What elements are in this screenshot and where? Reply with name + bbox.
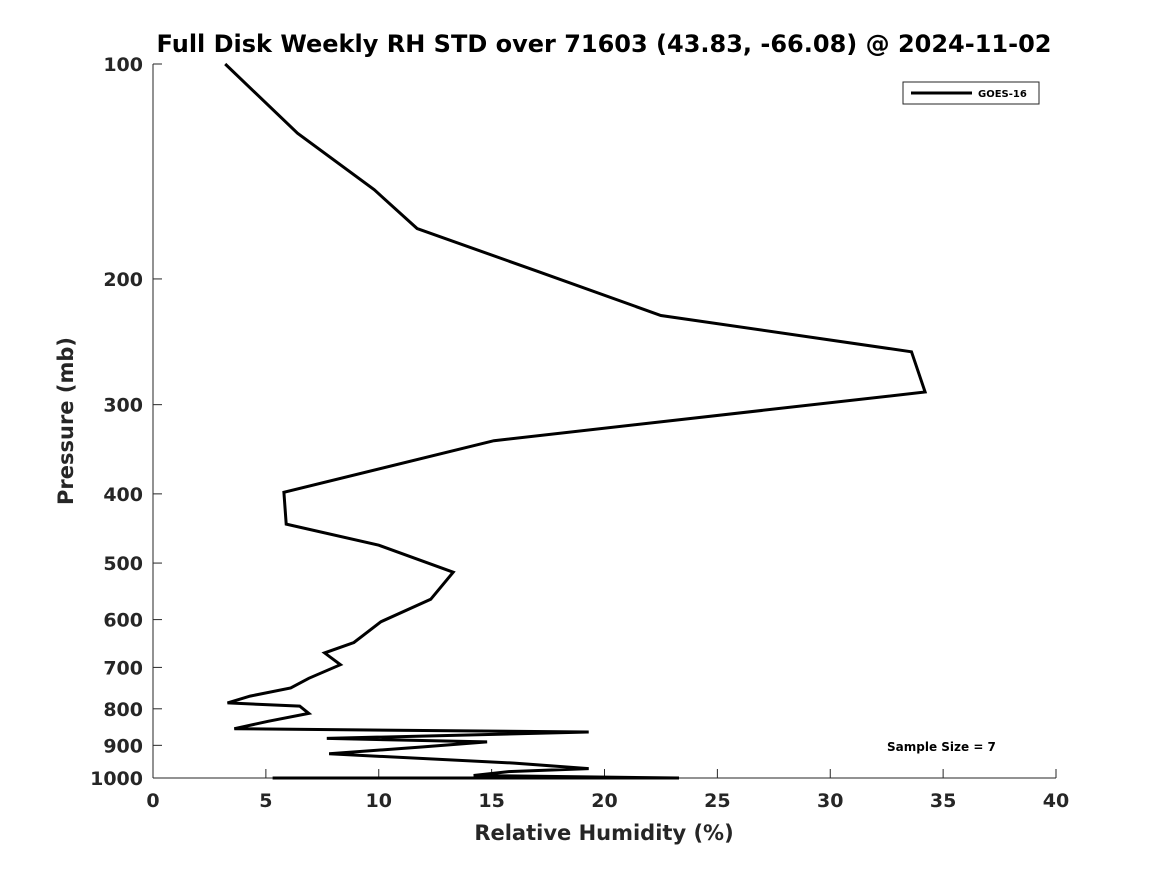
y-tick-label: 600 <box>103 610 143 632</box>
y-tick-label: 300 <box>103 395 143 417</box>
y-tick-label: 900 <box>103 735 143 757</box>
y-tick-label: 1000 <box>90 768 143 790</box>
y-tick-label: 400 <box>103 484 143 506</box>
y-tick-label: 800 <box>103 699 143 721</box>
x-tick-label: 15 <box>478 790 504 812</box>
x-tick-label: 40 <box>1043 790 1069 812</box>
y-tick-label: 200 <box>103 269 143 291</box>
sample-size-annotation: Sample Size = 7 <box>887 740 996 754</box>
series-layer <box>224 62 928 780</box>
y-axis-label: Pressure (mb) <box>54 337 78 505</box>
x-tick-label: 10 <box>366 790 392 812</box>
y-tick-label: 100 <box>103 54 143 76</box>
x-tick-label: 20 <box>591 790 617 812</box>
x-tick-label: 25 <box>704 790 730 812</box>
y-ticks: 100 200 300 400 500 600 700 800 900 1000 <box>90 54 162 790</box>
x-axis-label: Relative Humidity (%) <box>474 821 733 845</box>
legend: GOES-16 <box>902 81 1040 105</box>
x-tick-label: 30 <box>817 790 843 812</box>
x-ticks: 0 5 10 15 20 25 30 35 40 <box>146 769 1069 812</box>
y-tick-label: 500 <box>103 553 143 575</box>
legend-label: GOES-16 <box>978 89 1027 100</box>
x-tick-label: 35 <box>930 790 956 812</box>
chart-title: Full Disk Weekly RH STD over 71603 (43.8… <box>157 30 1052 58</box>
x-tick-label: 5 <box>259 790 272 812</box>
series-line-goes-16 <box>224 62 928 780</box>
x-tick-label: 0 <box>146 790 159 812</box>
y-tick-label: 700 <box>103 657 143 679</box>
